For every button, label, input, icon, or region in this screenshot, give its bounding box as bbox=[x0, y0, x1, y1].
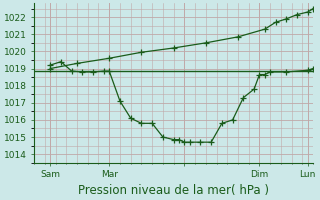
X-axis label: Pression niveau de la mer( hPa ): Pression niveau de la mer( hPa ) bbox=[78, 184, 269, 197]
